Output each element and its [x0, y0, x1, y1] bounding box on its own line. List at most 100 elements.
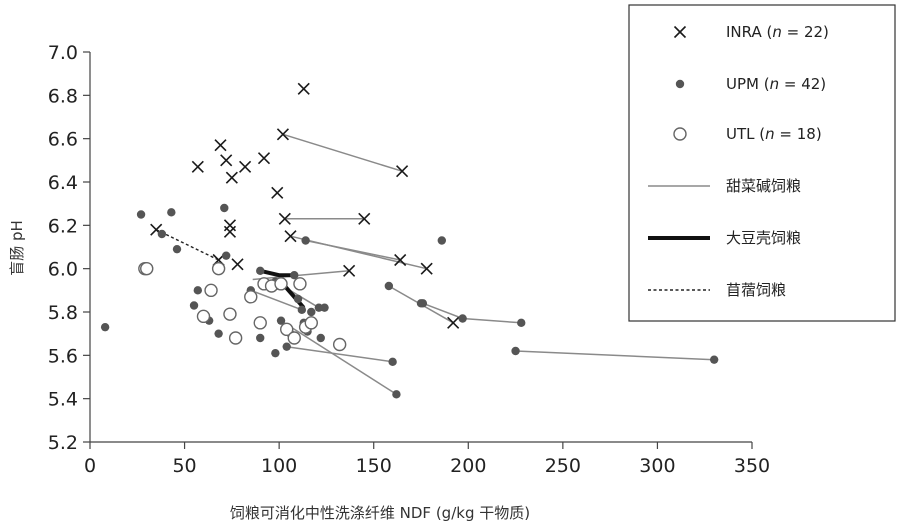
utl-point	[196, 309, 211, 324]
inra-point	[297, 82, 310, 95]
soybean-hulls-line	[259, 268, 295, 278]
y-tick-label: 6.2	[48, 215, 78, 237]
upm-point	[167, 208, 176, 217]
inra-point	[343, 264, 356, 277]
inra-point	[396, 165, 409, 178]
upm-point	[458, 314, 467, 323]
inra-point	[214, 139, 227, 152]
upm-point	[388, 357, 397, 367]
inra-point	[271, 186, 284, 199]
y-axis-ticks: 5.2 5.4 5.6 5.8 6.0 6.2 6.4 6.6 6.8 7.0	[48, 42, 90, 454]
y-tick-label: 5.6	[48, 345, 78, 367]
legend-utl-label: UTL (n = 18)	[726, 125, 822, 143]
legend-upm-label: UPM (n = 42)	[726, 75, 826, 93]
inra-point	[191, 160, 204, 173]
upm-point	[256, 266, 265, 276]
x-stroke	[673, 25, 687, 39]
x-axis-ticks: 0 50 100 150 200 250 300 350	[84, 442, 770, 477]
inra-point	[420, 262, 433, 275]
legend-box	[628, 4, 896, 322]
upm-point	[172, 244, 182, 254]
x-stroke	[343, 264, 356, 277]
utl-point	[211, 261, 226, 276]
x-stroke	[271, 186, 284, 199]
y-tick-label: 6.4	[48, 172, 78, 194]
x-stroke	[239, 160, 252, 173]
x-stroke	[214, 139, 227, 152]
upm-point	[307, 307, 316, 317]
x-tick-label: 200	[450, 455, 486, 477]
x-stroke	[191, 160, 204, 173]
inra-point	[239, 160, 252, 173]
x-tick-label: 250	[545, 455, 581, 477]
sugar-beet-line	[305, 239, 401, 261]
x-stroke	[223, 225, 237, 238]
legend-utl-marker	[673, 127, 687, 141]
x-stroke	[447, 316, 460, 329]
y-axis-title: 盲肠 pH	[8, 220, 26, 276]
inra-point	[358, 212, 371, 225]
upm-point	[214, 329, 223, 338]
utl-point	[253, 316, 267, 330]
upm-point	[511, 346, 520, 356]
upm-point	[320, 303, 329, 312]
plot-area: 0 50 100 150 200 250 300 350 5.2 5.4 5.6 5.8 6.0 6.2…	[48, 42, 770, 477]
y-tick-label: 6.8	[48, 85, 78, 107]
upm-point	[157, 229, 167, 239]
utl-point	[304, 316, 318, 330]
x-stroke	[220, 154, 233, 167]
upm-point	[384, 281, 394, 291]
sugar-beet-line	[250, 289, 303, 311]
x-stroke	[394, 253, 407, 267]
inra-point	[223, 219, 237, 232]
x-tick-label: 350	[734, 455, 770, 477]
y-tick-label: 6.0	[48, 259, 78, 281]
upm-point	[316, 333, 325, 343]
data-markers	[100, 82, 719, 399]
x-stroke	[150, 223, 163, 236]
inra-point	[223, 225, 237, 238]
y-tick-label: 7.0	[48, 42, 78, 64]
upm-point	[517, 318, 526, 328]
x-stroke	[284, 230, 297, 243]
upm-point	[282, 342, 291, 351]
sugar-beet-line	[280, 320, 397, 395]
upm-point	[193, 286, 203, 295]
x-stroke	[278, 212, 291, 225]
x-tick-label: 50	[172, 455, 196, 477]
upm-point	[290, 270, 299, 280]
inra-point	[225, 171, 238, 184]
legend-upm-marker	[675, 79, 685, 89]
upm-point	[418, 299, 428, 308]
utl-point	[140, 261, 154, 276]
upm-point	[392, 390, 401, 399]
x-stroke	[257, 152, 271, 165]
x-stroke	[276, 128, 289, 141]
x-stroke	[231, 258, 244, 271]
upm-point	[220, 203, 229, 213]
utl-point	[287, 331, 301, 345]
upm-point	[709, 355, 719, 364]
utl-point	[228, 331, 243, 345]
upm-point	[437, 236, 447, 245]
inra-point	[278, 212, 291, 225]
y-tick-label: 6.6	[48, 129, 78, 151]
inra-point	[231, 258, 244, 271]
x-tick-label: 300	[639, 455, 675, 477]
upm-point	[136, 210, 146, 219]
upm-point	[189, 301, 199, 310]
upm-point	[271, 348, 280, 358]
legend-thick-label: 大豆壳饲粮	[726, 229, 801, 247]
legend: INRA (n = 22) UPM (n = 42) UTL (n = 18) 甜菜碱…	[628, 4, 896, 322]
upm-point	[297, 305, 307, 315]
inra-point	[220, 154, 233, 167]
upm-point	[293, 294, 303, 304]
inra-point	[394, 253, 407, 267]
utl-point	[204, 283, 218, 298]
utl-point	[332, 337, 347, 352]
sugar-beet-line	[252, 270, 350, 281]
inra-point	[284, 230, 297, 243]
utl-point	[244, 290, 258, 304]
inra-point	[447, 316, 460, 329]
